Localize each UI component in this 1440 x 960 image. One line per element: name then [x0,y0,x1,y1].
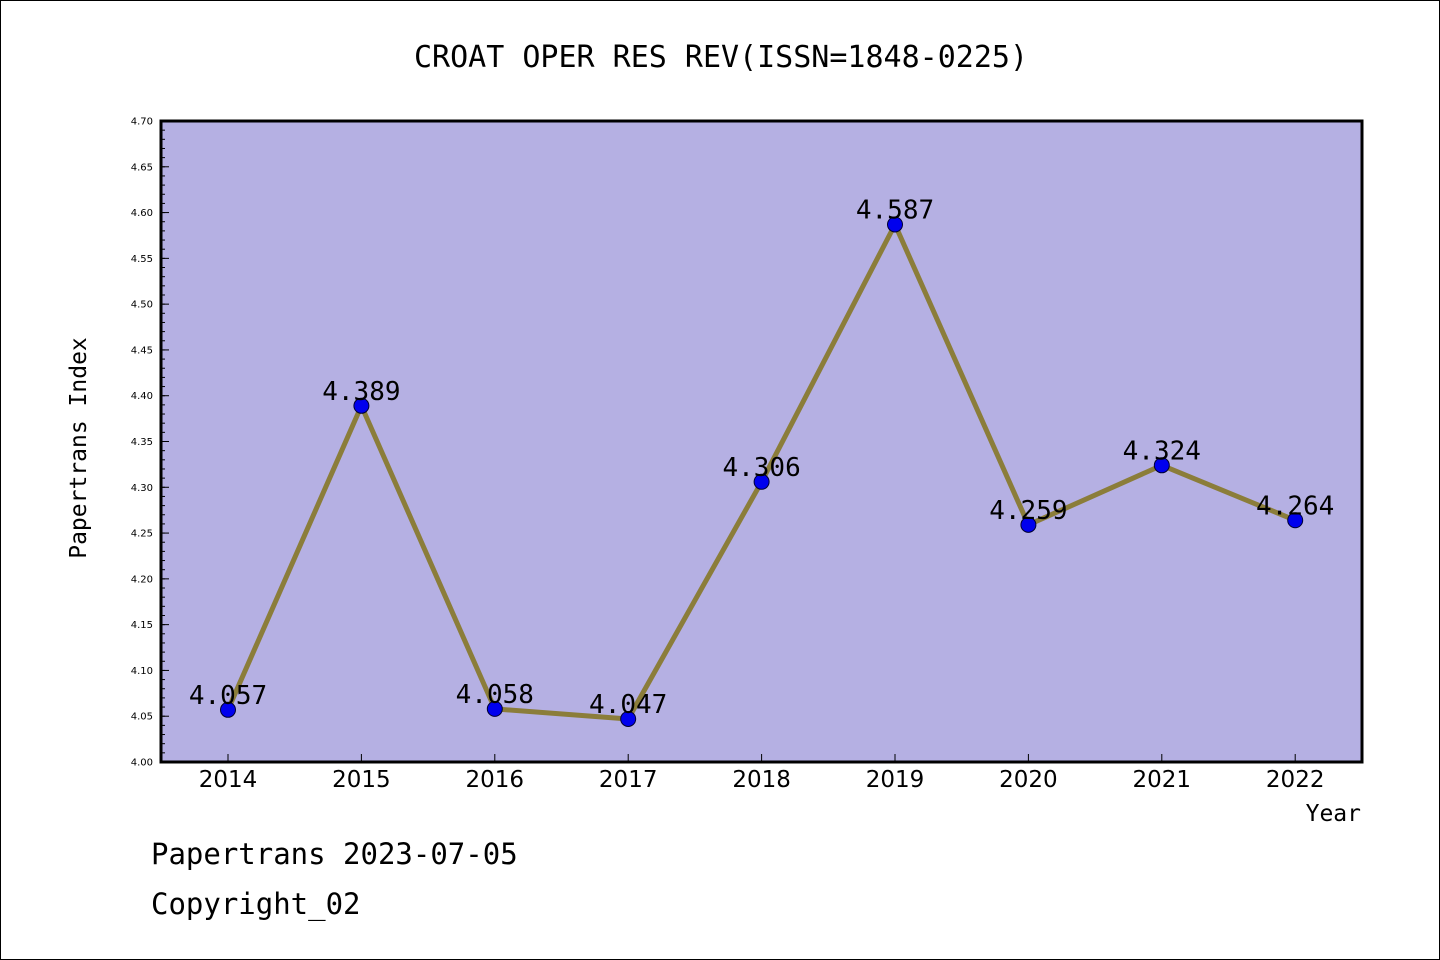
data-value-label: 4.058 [456,680,534,710]
data-value-label: 4.306 [722,453,800,483]
data-value-label: 4.047 [589,690,667,720]
y-axis-title: Papertrans Index [66,337,92,559]
x-tick-label: 2017 [599,767,658,793]
data-point-marker [220,701,236,718]
data-point-marker [1287,512,1304,529]
x-tick-label: 2014 [199,767,258,793]
data-value-label: 4.324 [1123,436,1201,466]
y-tick-label: 4.60 [131,208,153,219]
x-tick-label: 2015 [332,767,391,793]
y-tick-label: 4.15 [131,620,153,631]
x-tick-label: 2020 [999,767,1058,793]
data-point-marker [1153,457,1170,474]
data-point-marker [486,700,503,717]
y-axis-ticks: 4.00 4.05 4.10 4.15 4.20 4.25 4.30 4.35 4.40 4.45… [131,117,169,769]
footer-date-text: Papertrans 2023-07-05 [151,837,518,871]
x-axis-ticks: 2014 2015 2016 2017 2018 2019 2020 2021 2022 [199,754,1325,793]
data-value-label: 4.264 [1256,491,1334,521]
data-markers [220,216,1304,727]
data-labels: 4.057 4.389 4.058 4.047 4.306 4.587 4.259 4.324… [189,195,1334,719]
x-tick-label: 2016 [466,767,525,793]
footer-copyright-text: Copyright_02 [151,887,361,921]
data-value-label: 4.587 [856,195,934,225]
chart-title: CROAT OPER RES REV(ISSN=1848-0225) [414,40,1028,75]
y-tick-label: 4.50 [131,300,153,311]
data-point-marker [353,397,370,414]
y-tick-label: 4.10 [131,666,153,677]
y-tick-label: 4.20 [131,574,153,585]
y-tick-label: 4.30 [131,483,153,494]
y-tick-label: 4.00 [131,758,153,769]
data-point-marker [620,710,637,727]
y-tick-label: 4.55 [131,254,153,265]
x-tick-label: 2021 [1133,767,1192,793]
data-point-marker [753,473,770,490]
x-tick-label: 2019 [866,767,925,793]
y-tick-label: 4.70 [131,117,153,128]
y-tick-label: 4.25 [131,529,153,540]
y-tick-label: 4.05 [131,712,153,723]
data-value-label: 4.259 [989,496,1067,526]
x-tick-label: 2018 [732,767,791,793]
x-tick-label: 2022 [1266,767,1325,793]
data-value-label: 4.057 [189,681,267,711]
plot-area [159,119,1364,764]
x-axis-title: Year [1306,801,1361,827]
y-tick-label: 4.45 [131,345,153,356]
y-tick-label: 4.40 [131,391,153,402]
data-point-marker [1020,516,1037,533]
y-tick-label: 4.65 [131,162,153,173]
data-value-label: 4.389 [322,377,400,407]
y-tick-label: 4.35 [131,437,153,448]
data-point-marker [887,216,903,233]
